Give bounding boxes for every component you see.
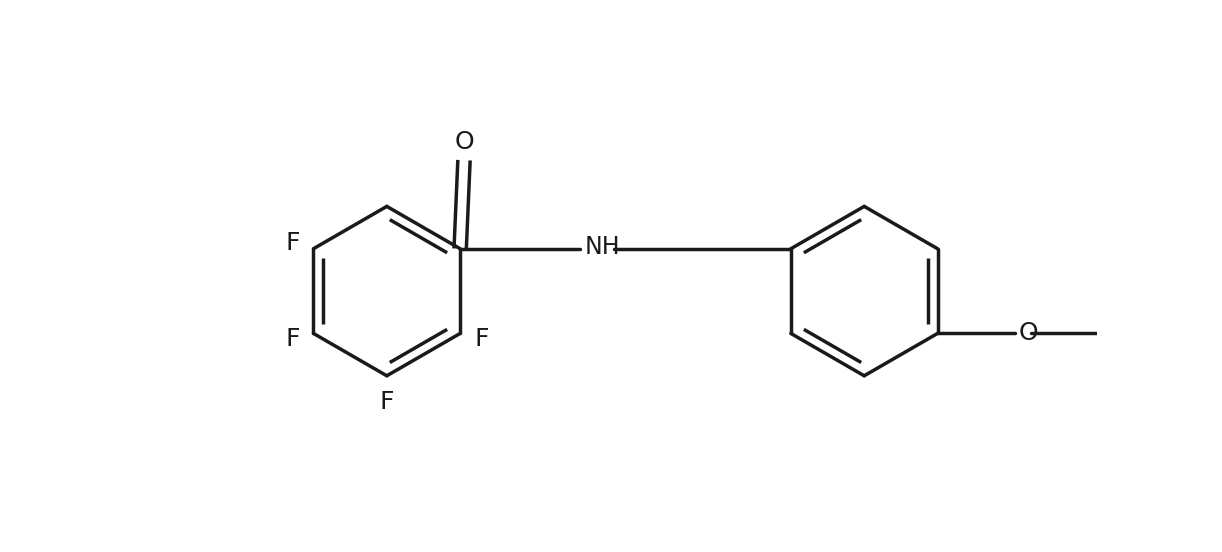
Text: NH: NH	[585, 235, 621, 259]
Text: O: O	[1018, 321, 1037, 346]
Text: F: F	[285, 327, 299, 351]
Text: O: O	[455, 130, 474, 154]
Text: F: F	[285, 231, 299, 256]
Text: F: F	[380, 390, 393, 413]
Text: F: F	[474, 327, 489, 351]
